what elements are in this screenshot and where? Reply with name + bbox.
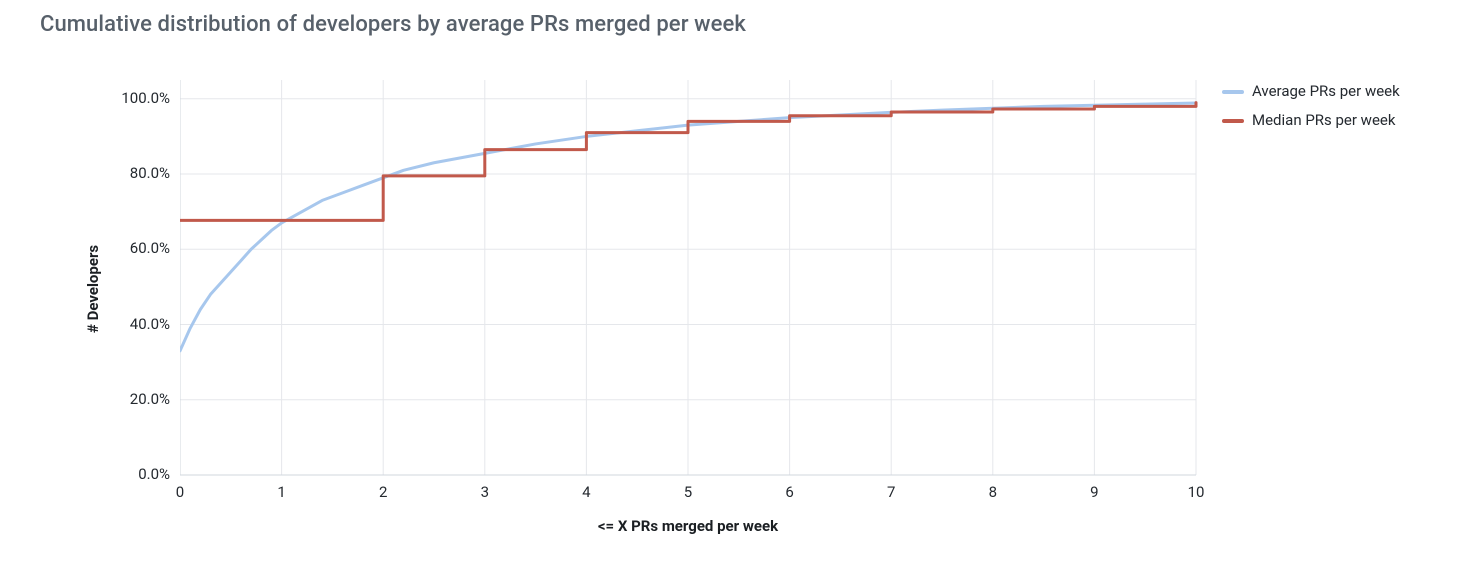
x-tick-label: 8 [973, 483, 1013, 501]
x-tick-label: 4 [566, 483, 606, 501]
y-tick-label: 40.0% [100, 315, 170, 333]
x-axis-label: <= X PRs merged per week [180, 517, 1196, 535]
legend-label: Average PRs per week [1252, 82, 1442, 101]
y-tick-label: 20.0% [100, 390, 170, 408]
x-tick-label: 9 [1074, 483, 1114, 501]
x-tick-label: 10 [1176, 483, 1216, 501]
y-tick-label: 80.0% [100, 164, 170, 182]
x-tick-label: 7 [871, 483, 911, 501]
y-tick-label: 100.0% [100, 89, 170, 107]
x-tick-label: 6 [770, 483, 810, 501]
x-tick-label: 5 [668, 483, 708, 501]
chart-legend: Average PRs per week Median PRs per week [1222, 82, 1442, 140]
x-tick-label: 2 [363, 483, 403, 501]
legend-item: Median PRs per week [1222, 111, 1442, 130]
x-tick-label: 1 [262, 483, 302, 501]
chart-title: Cumulative distribution of developers by… [40, 12, 746, 37]
legend-swatch [1222, 119, 1244, 123]
x-tick-label: 3 [465, 483, 505, 501]
legend-swatch [1222, 90, 1244, 94]
x-tick-label: 0 [160, 483, 200, 501]
y-tick-label: 60.0% [100, 239, 170, 257]
chart-container: Cumulative distribution of developers by… [0, 0, 1470, 576]
y-tick-label: 0.0% [100, 465, 170, 483]
legend-item: Average PRs per week [1222, 82, 1442, 101]
chart-plot [180, 80, 1198, 477]
legend-label: Median PRs per week [1252, 111, 1442, 130]
